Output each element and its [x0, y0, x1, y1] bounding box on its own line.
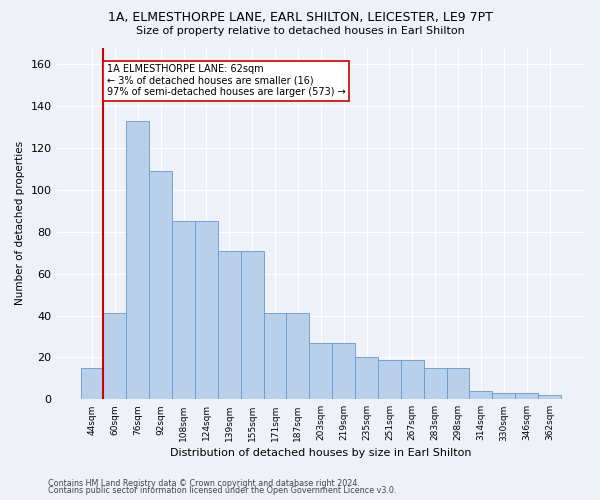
Bar — [401, 360, 424, 400]
Bar — [263, 314, 286, 400]
Bar — [515, 393, 538, 400]
Bar — [127, 121, 149, 400]
Bar — [538, 395, 561, 400]
X-axis label: Distribution of detached houses by size in Earl Shilton: Distribution of detached houses by size … — [170, 448, 472, 458]
Y-axis label: Number of detached properties: Number of detached properties — [15, 142, 25, 306]
Bar — [195, 222, 218, 400]
Bar — [80, 368, 103, 400]
Text: 1A, ELMESTHORPE LANE, EARL SHILTON, LEICESTER, LE9 7PT: 1A, ELMESTHORPE LANE, EARL SHILTON, LEIC… — [107, 11, 493, 24]
Text: Contains public sector information licensed under the Open Government Licence v3: Contains public sector information licen… — [48, 486, 397, 495]
Bar — [310, 343, 332, 400]
Bar — [172, 222, 195, 400]
Bar — [378, 360, 401, 400]
Text: Size of property relative to detached houses in Earl Shilton: Size of property relative to detached ho… — [136, 26, 464, 36]
Bar — [241, 250, 263, 400]
Bar — [424, 368, 446, 400]
Bar — [286, 314, 310, 400]
Text: Contains HM Land Registry data © Crown copyright and database right 2024.: Contains HM Land Registry data © Crown c… — [48, 478, 360, 488]
Text: 1A ELMESTHORPE LANE: 62sqm
← 3% of detached houses are smaller (16)
97% of semi-: 1A ELMESTHORPE LANE: 62sqm ← 3% of detac… — [107, 64, 346, 98]
Bar — [218, 250, 241, 400]
Bar — [355, 358, 378, 400]
Bar — [469, 391, 493, 400]
Bar — [332, 343, 355, 400]
Bar — [149, 171, 172, 400]
Bar — [493, 393, 515, 400]
Bar — [103, 314, 127, 400]
Bar — [446, 368, 469, 400]
